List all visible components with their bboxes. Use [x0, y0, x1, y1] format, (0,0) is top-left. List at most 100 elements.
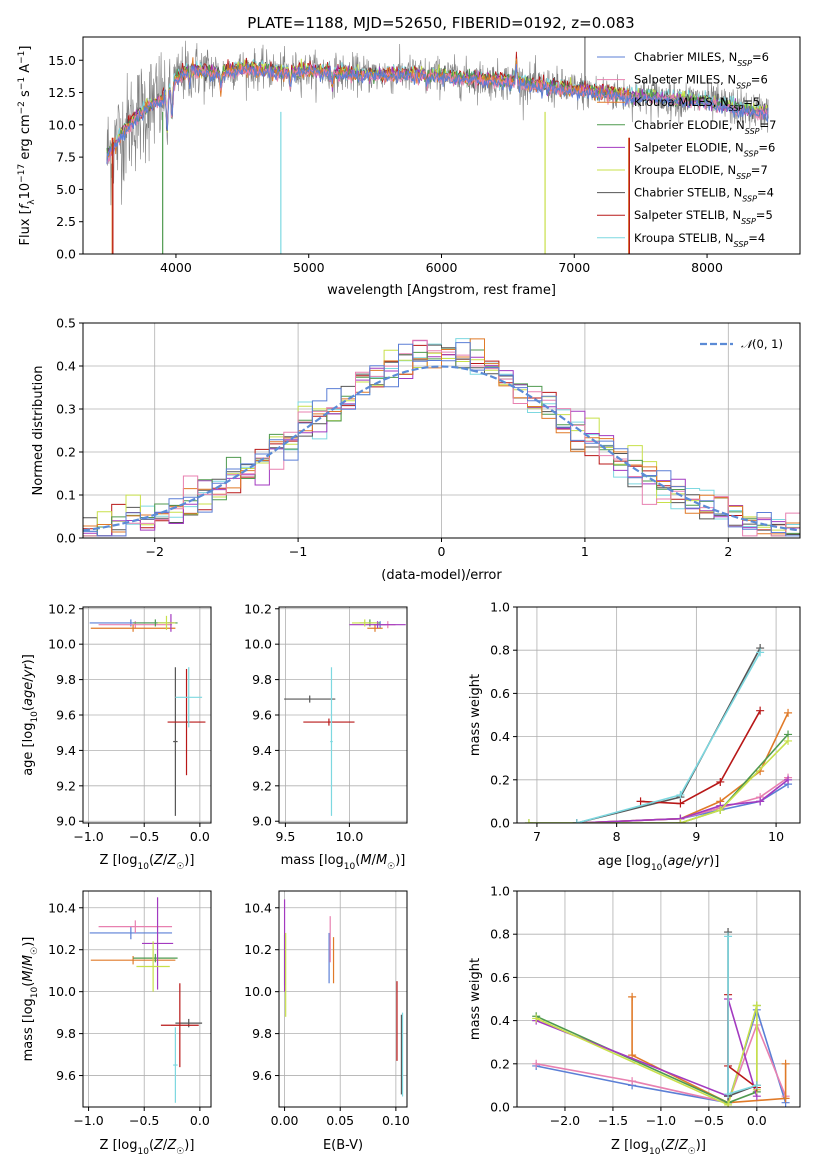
x-tick-label: −0.5 — [129, 829, 159, 844]
legend-entry: Salpeter ELODIE, NSSP=6 — [634, 140, 775, 158]
legend-nssp: 4 — [767, 186, 774, 200]
x-tick-label: −1.0 — [73, 1113, 103, 1128]
x-tick-label: −1.0 — [73, 829, 103, 844]
y-tick-label: 0.0 — [56, 247, 76, 262]
y-tick-label: 10.0 — [244, 637, 272, 652]
label-part: −2 — [17, 101, 27, 114]
label-part: / — [163, 853, 168, 868]
legend-name: Kroupa MILES — [634, 95, 713, 109]
weight-point — [628, 992, 637, 1001]
axes-frame — [82, 890, 212, 1108]
y-tick-label: 0.5 — [56, 316, 76, 331]
legend-name: Chabrier MILES — [634, 50, 721, 64]
y-tick-label: 10.0 — [48, 637, 76, 652]
x-tick-label: 9.5 — [275, 829, 295, 844]
label-part: ( — [21, 706, 36, 711]
label-part: Z [log — [611, 1138, 649, 1153]
y-tick-label: 0.4 — [56, 359, 76, 374]
x-tick-label: 10.0 — [335, 829, 363, 844]
legend-eq: = — [751, 73, 761, 87]
y-tick-label: 0.0 — [490, 816, 510, 831]
legend-nssp: 4 — [758, 231, 765, 245]
label-part: −1 — [17, 51, 27, 64]
residual-histogram-1 — [83, 339, 800, 537]
label-part: ☉ — [387, 862, 395, 872]
legend-nssp: 7 — [760, 163, 767, 177]
label-part: 10 — [344, 862, 356, 872]
label-part: ☉ — [176, 862, 184, 872]
label-part: age — [21, 682, 36, 706]
legend-entry: Salpeter MILES, NSSP=6 — [634, 73, 768, 91]
x-tick-label: 7 — [533, 829, 541, 844]
label-part: M — [376, 853, 387, 868]
label-part: ☉ — [30, 947, 40, 955]
label-part: )] — [696, 1138, 706, 1153]
label-part: age [log — [598, 854, 651, 869]
legend-eq: = — [751, 163, 761, 177]
label-part: )] — [395, 853, 405, 868]
weight-point — [716, 777, 725, 786]
x-tick-label: 6000 — [426, 260, 458, 275]
label-part: )] — [21, 937, 36, 947]
label-part: 10 — [651, 863, 663, 873]
legend-entry: Kroupa ELODIE, NSSP=7 — [634, 163, 768, 181]
label-part: age — [667, 854, 691, 869]
panel-age-vs-Z: −1.0 −0.5 0.0 9.0 9.2 9.4 9.6 9.8 10.0 10.2 Z [log… — [21, 601, 212, 872]
label-part: 10 — [30, 986, 40, 998]
x-tick-label: −0.5 — [694, 1113, 724, 1128]
weight-series-7 — [727, 994, 758, 1089]
legend-entry: Salpeter STELIB, NSSP=5 — [634, 208, 773, 226]
plot-area — [89, 897, 203, 1103]
label-part: age [log — [21, 723, 36, 776]
legend-name: Salpeter MILES — [634, 73, 720, 87]
axes-frame — [82, 322, 801, 539]
legend-sub: SSP — [736, 172, 751, 181]
x-axis-label: E(B-V) — [323, 1138, 363, 1153]
x-tick-label: −2 — [145, 544, 163, 559]
residual-histogram-6 — [83, 344, 800, 537]
y-axis-label: mass weight — [468, 674, 483, 756]
plot-area — [83, 338, 800, 537]
legend-name: Salpeter ELODIE — [634, 140, 728, 154]
weight-point — [676, 799, 685, 808]
legend-entry: Kroupa STELIB, NSSP=4 — [634, 231, 765, 249]
label-part: Z — [153, 853, 164, 868]
weight-point — [676, 819, 685, 823]
y-tick-label: 0.1 — [56, 488, 76, 503]
y-tick-label: 9.6 — [252, 1068, 272, 1083]
plot-area — [284, 619, 406, 816]
panel-age-vs-mass: 9.5 10.0 9.0 9.2 9.4 9.6 9.8 10.0 10.2 mass [log1… — [244, 601, 408, 872]
weight-point — [752, 1001, 761, 1010]
weight-point — [628, 1077, 637, 1086]
label-part: yr — [21, 663, 36, 679]
label-part: Z — [166, 1138, 177, 1153]
x-tick-label: −1.5 — [598, 1113, 628, 1128]
y-tick-label: 10.4 — [48, 900, 76, 915]
axes-frame — [82, 36, 801, 255]
legend-n: , N — [720, 73, 736, 87]
y-tick-label: 9.2 — [252, 778, 272, 793]
legend-sub: SSP — [741, 217, 756, 226]
y-tick-label: 2.5 — [56, 214, 76, 229]
x-tick-label: 1 — [581, 544, 589, 559]
label-part: Flux [ — [18, 209, 33, 245]
axes-frame — [278, 890, 408, 1108]
label-part: M — [360, 853, 371, 868]
weight-point — [781, 1094, 790, 1103]
label-part: Z — [665, 1138, 676, 1153]
weight-point — [784, 775, 793, 784]
legend-n: , N — [721, 50, 737, 64]
y-tick-label: 1.0 — [490, 600, 510, 615]
panel-spectrum: 4000 5000 6000 7000 8000 0.0 2.5 5.0 7.5 10.0 12.5… — [17, 36, 801, 298]
legend-nssp: 6 — [768, 140, 775, 154]
y-tick-label: 0.4 — [490, 729, 510, 744]
y-tick-label: 0.8 — [490, 927, 510, 942]
y-tick-label: 0.0 — [490, 1100, 510, 1115]
x-tick-label: 0.0 — [190, 829, 210, 844]
y-axis-label: Normed distribution — [31, 366, 46, 496]
legend-n: , N — [728, 140, 744, 154]
x-tick-label: 2 — [724, 544, 732, 559]
x-tick-label: 0.05 — [326, 1113, 354, 1128]
